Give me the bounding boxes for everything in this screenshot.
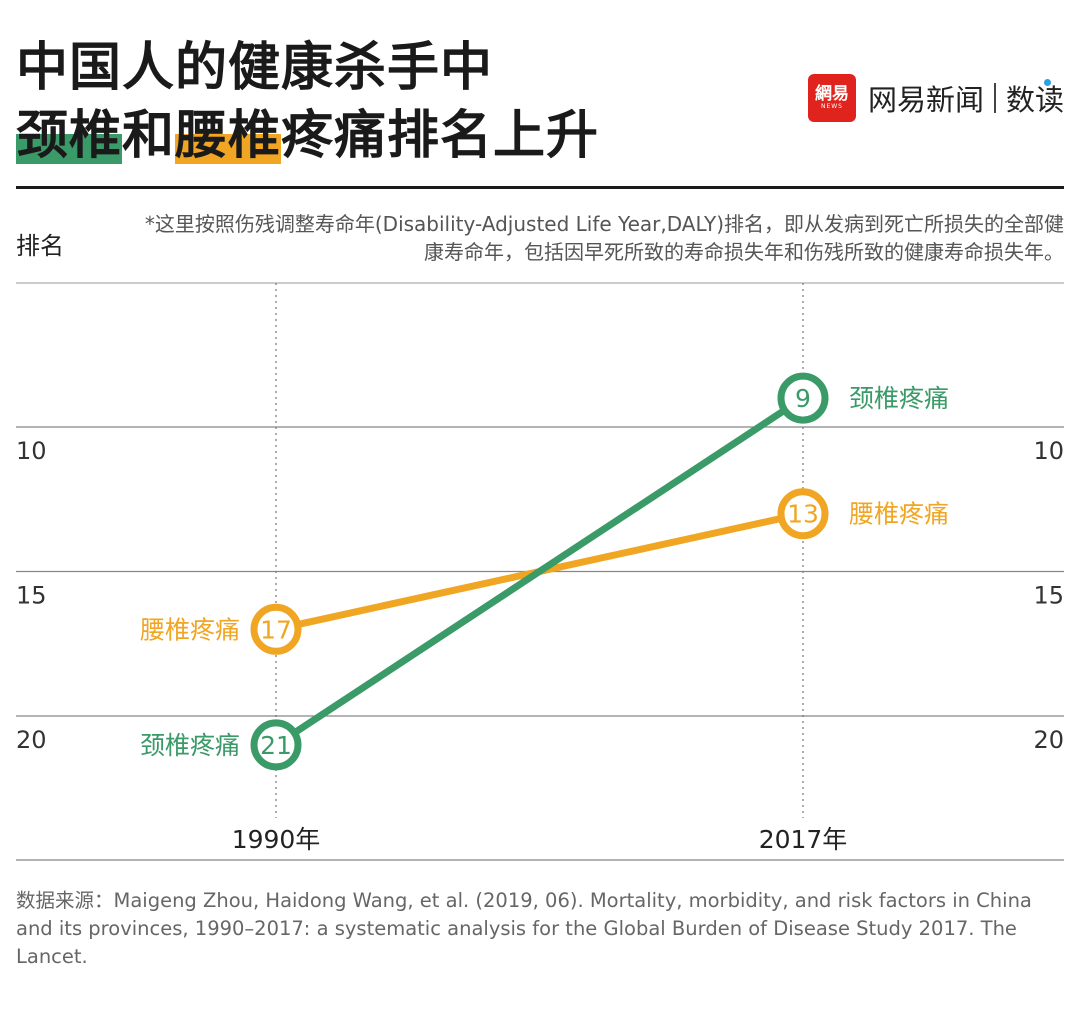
title-highlight-lumbar: 腰椎 <box>175 106 282 166</box>
title-rest: 疼痛排名上升 <box>281 106 600 166</box>
series-label-left-0: 颈椎疼痛 <box>140 731 240 760</box>
netease-logo-icon: 網易 NEWS <box>807 74 856 122</box>
brand-name: 网易新闻 <box>867 83 984 117</box>
y-tick-right-10: 10 <box>1033 437 1064 465</box>
brand: 網易 NEWS 网易新闻 数读 <box>807 74 1064 122</box>
page-title-line-1: 中国人的健康杀手中 <box>16 38 494 98</box>
y-tick-left-20: 20 <box>16 726 47 754</box>
brand-sub: 数读 <box>1006 77 1064 119</box>
data-label-1-0: 17 <box>260 615 292 644</box>
logo-text: 網易 <box>814 84 849 104</box>
point-1-0 <box>250 603 302 655</box>
x-tick-label-1: 2017年 <box>759 825 848 854</box>
series-label-right-1: 腰椎疼痛 <box>849 500 949 529</box>
title-rule <box>16 186 1064 189</box>
data-label-0-0: 21 <box>260 731 292 760</box>
point-0-0 <box>250 719 302 771</box>
y-tick-left-10: 10 <box>16 437 47 465</box>
y-tick-right-20: 20 <box>1033 726 1064 754</box>
series-line-0 <box>274 395 805 748</box>
data-label-0-1: 9 <box>795 384 811 413</box>
brand-dot-icon <box>1044 79 1051 86</box>
y-tick-left-15: 15 <box>16 582 47 610</box>
title-connector: 和 <box>122 106 176 166</box>
point-1-1 <box>777 488 829 540</box>
series-label-right-0: 颈椎疼痛 <box>849 384 949 413</box>
brand-sub-text: 数读 <box>1005 83 1064 117</box>
logo-sub: NEWS <box>820 103 843 110</box>
data-source: 数据来源：Maigeng Zhou, Haidong Wang, et al. … <box>16 889 1032 968</box>
title-highlight-cervical: 颈椎 <box>16 106 123 166</box>
point-0-1 <box>777 372 829 424</box>
x-tick-label-0: 1990年 <box>232 825 321 854</box>
page-title-line-2: 颈椎和腰椎疼痛排名上升 <box>16 106 599 166</box>
y-tick-right-15: 15 <box>1033 582 1064 610</box>
brand-separator <box>993 83 996 113</box>
data-label-1-1: 13 <box>787 500 819 529</box>
y-axis-title: 排名 <box>16 232 64 260</box>
series-label-left-1: 腰椎疼痛 <box>140 615 240 644</box>
footnote: *这里按照伤残调整寿命年(Disability-Adjusted Life Ye… <box>144 212 1064 264</box>
